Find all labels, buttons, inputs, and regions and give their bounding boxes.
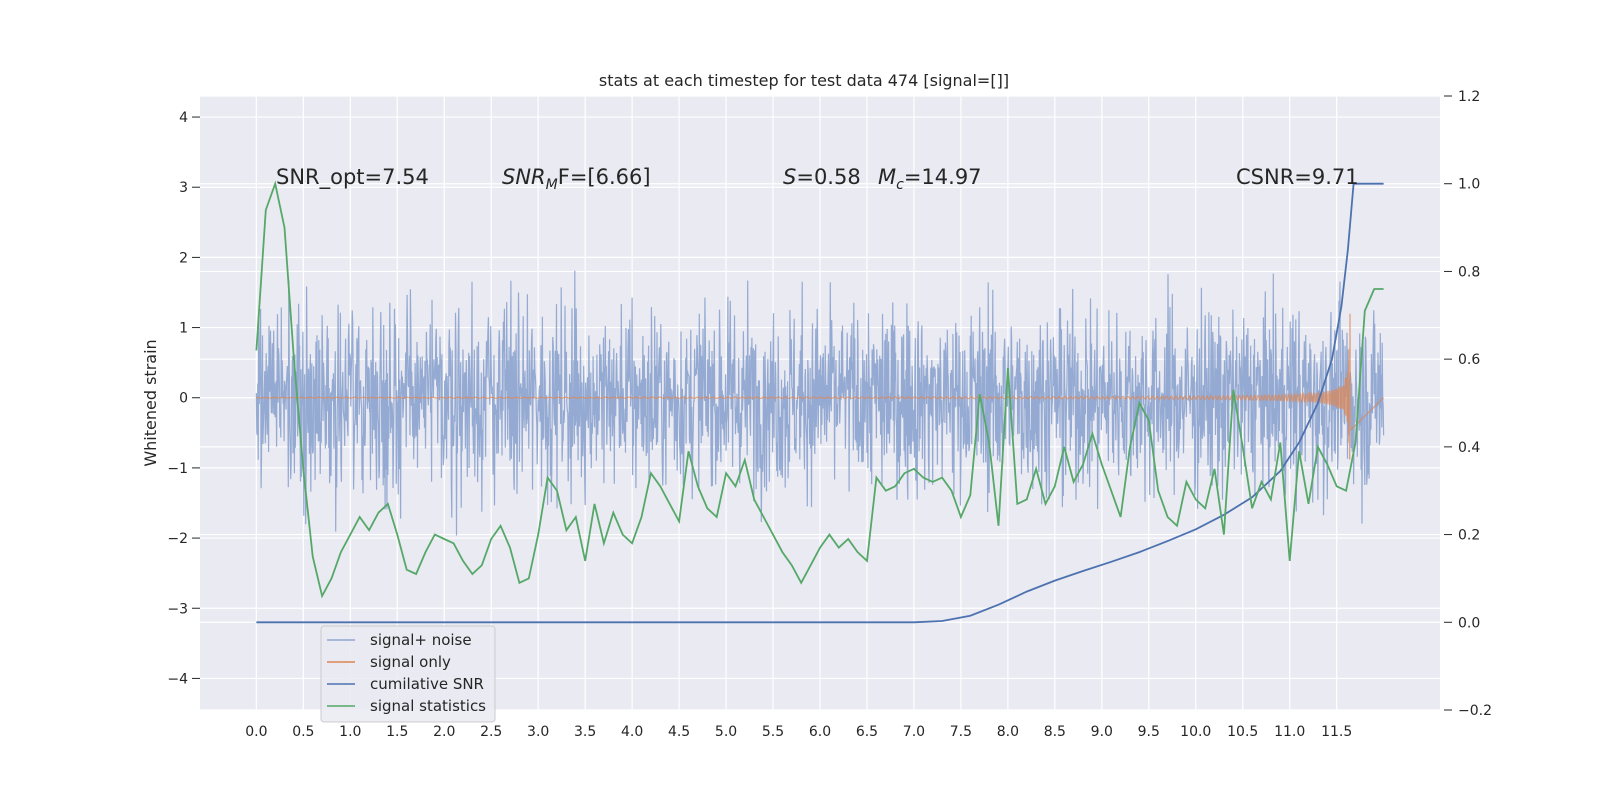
x-tick-label: 8.5 bbox=[1044, 724, 1066, 740]
annotation-mc-subscript: c bbox=[896, 177, 904, 193]
x-tick-label: 10.0 bbox=[1180, 724, 1211, 740]
y-tick-label-right: 0.4 bbox=[1458, 440, 1480, 456]
annotation-csnr: CSNR=9.71 bbox=[1236, 165, 1359, 189]
annotation-mc-value: =14.97 bbox=[904, 165, 982, 189]
y-tick-label-right: 0.2 bbox=[1458, 528, 1480, 544]
annotation-snr-opt: SNR_opt=7.54 bbox=[276, 165, 429, 190]
legend-box bbox=[320, 625, 496, 723]
x-tick-label: 4.5 bbox=[668, 724, 690, 740]
y-tick-label-right: 0.0 bbox=[1458, 615, 1480, 631]
y-tick-label-left: 4 bbox=[179, 110, 188, 126]
annotation-mc: Mc=14.97 bbox=[878, 165, 982, 193]
x-tick-label: 9.0 bbox=[1091, 724, 1113, 740]
x-tick-label: 5.5 bbox=[762, 724, 784, 740]
y-tick-label-left: −3 bbox=[167, 601, 188, 617]
y-tick-label-left: 0 bbox=[179, 391, 188, 407]
series-layer bbox=[255, 180, 1385, 624]
x-tick-label: 5.0 bbox=[715, 724, 737, 740]
x-tick-label: 7.5 bbox=[950, 724, 972, 740]
y-tick-label-right: 1.2 bbox=[1458, 89, 1480, 105]
annotation-s: S=0.58 bbox=[783, 165, 861, 189]
x-tick-label: 3.0 bbox=[527, 724, 549, 740]
legend-label-signal-only: signal only bbox=[370, 653, 451, 671]
series-line-signal-noise bbox=[255, 270, 1385, 536]
annotation-snr-mf-value: F=[6.66] bbox=[558, 165, 651, 189]
x-tick-label: 1.5 bbox=[386, 724, 408, 740]
chart-title: stats at each timestep for test data 474… bbox=[599, 71, 1009, 90]
y-tick-label-left: 1 bbox=[179, 321, 188, 337]
x-tick-label: 0.0 bbox=[245, 724, 267, 740]
annotation-mc-symbol: M bbox=[878, 165, 896, 189]
y-tick-label-right: 0.8 bbox=[1458, 264, 1480, 280]
x-tick-label: 6.0 bbox=[809, 724, 831, 740]
annotation-snr-mf-subscript: M bbox=[546, 177, 558, 193]
x-tick-label: 7.0 bbox=[903, 724, 925, 740]
y-tick-label-right: 0.6 bbox=[1458, 352, 1480, 368]
annotation-snr-mf-symbol: SNR bbox=[502, 165, 546, 189]
x-tick-label: 1.0 bbox=[339, 724, 361, 740]
legend-label-signal-noise: signal+ noise bbox=[370, 631, 472, 649]
x-tick-label: 9.5 bbox=[1138, 724, 1160, 740]
y-tick-label-left: 2 bbox=[179, 250, 188, 266]
x-tick-label: 2.0 bbox=[433, 724, 455, 740]
x-tick-label: 11.0 bbox=[1274, 724, 1305, 740]
y-tick-label-right: −0.2 bbox=[1458, 703, 1492, 719]
legend: signal+ noise signal only cumilative SNR… bbox=[320, 625, 496, 723]
annotation-s-symbol: S bbox=[783, 165, 796, 189]
y-tick-label-right: 1.0 bbox=[1458, 177, 1480, 193]
x-tick-label: 8.0 bbox=[997, 724, 1019, 740]
x-tick-label: 0.5 bbox=[292, 724, 314, 740]
annotation-s-value: =0.58 bbox=[796, 165, 860, 189]
axes: 0.0 0.5 1.0 1.5 2.0 2.5 3.0 3.5 4.0 4.5 5.0 5.5 6.0 6… bbox=[167, 89, 1492, 740]
x-tick-label: 11.5 bbox=[1321, 724, 1352, 740]
y-tick-label-left: −4 bbox=[167, 671, 188, 687]
x-tick-label: 6.5 bbox=[856, 724, 878, 740]
x-tick-label: 3.5 bbox=[574, 724, 596, 740]
x-tick-label: 2.5 bbox=[480, 724, 502, 740]
legend-label-signal-statistics: signal statistics bbox=[370, 697, 486, 715]
x-tick-label: 10.5 bbox=[1227, 724, 1258, 740]
y-tick-label-left: −1 bbox=[167, 461, 188, 477]
series-line-signal-statistics bbox=[255, 180, 1384, 599]
annotation-snr-mf: SNRMF=[6.66] bbox=[502, 165, 651, 193]
legend-label-cumulative-snr: cumilative SNR bbox=[370, 675, 484, 693]
annotations: SNR_opt=7.54 SNRMF=[6.66] S=0.58 Mc=14.9… bbox=[276, 165, 1359, 193]
y-tick-label-left: −2 bbox=[167, 531, 188, 547]
y-tick-label-left: 3 bbox=[179, 180, 188, 196]
series-line-signal-only bbox=[256, 313, 1385, 460]
x-tick-label: 4.0 bbox=[621, 724, 643, 740]
series-line-cumulative-snr bbox=[256, 182, 1384, 624]
y-axis-label: Whitened strain bbox=[141, 339, 160, 466]
